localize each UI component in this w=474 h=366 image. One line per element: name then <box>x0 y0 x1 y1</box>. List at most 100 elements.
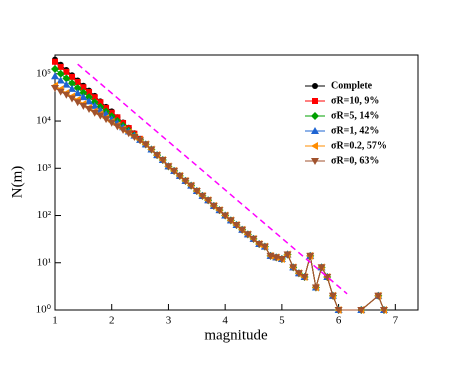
data-point <box>62 91 71 99</box>
data-point <box>68 79 77 88</box>
data-point <box>96 112 105 120</box>
data-point <box>63 68 70 75</box>
legend-marker <box>312 98 318 104</box>
data-point <box>374 292 383 300</box>
data-point <box>158 156 167 164</box>
data-point <box>238 226 247 234</box>
data-point <box>113 123 122 131</box>
data-point <box>357 307 366 314</box>
data-point <box>85 105 94 113</box>
data-point <box>86 89 93 96</box>
data-point <box>255 240 264 248</box>
data-point <box>328 292 337 300</box>
data-point <box>68 84 77 92</box>
y-tick-label: 10⁰ <box>36 304 52 316</box>
data-point <box>85 93 94 102</box>
data-point <box>74 79 81 86</box>
x-axis-label: magnitude <box>204 327 268 343</box>
data-point <box>107 119 116 127</box>
legend-text: σR=5, 14% <box>331 110 379 121</box>
data-point <box>164 163 173 171</box>
data-point <box>56 76 65 84</box>
data-point <box>181 177 190 185</box>
legend-marker <box>312 83 318 89</box>
data-point <box>209 202 218 210</box>
data-point <box>51 65 59 74</box>
data-point <box>73 89 82 97</box>
data-point <box>90 109 99 117</box>
data-point <box>147 146 156 154</box>
legend-marker <box>311 127 319 134</box>
data-point <box>317 264 326 272</box>
legend-marker <box>311 112 319 120</box>
data-point <box>215 207 224 215</box>
data-point <box>80 84 87 91</box>
legend-text: σR=0.2, 57% <box>331 140 387 151</box>
series-line <box>54 87 385 311</box>
data-point <box>300 273 309 281</box>
plot-frame <box>54 54 419 311</box>
data-point <box>226 217 235 225</box>
data-point <box>97 99 104 106</box>
data-point <box>277 256 286 264</box>
data-point <box>311 284 320 292</box>
data-point <box>52 58 58 65</box>
data-point <box>283 251 292 259</box>
data-point <box>221 212 230 220</box>
y-tick-label: 10³ <box>37 162 52 174</box>
data-point <box>90 101 99 109</box>
data-point <box>51 72 59 80</box>
legend-text: σR=10, 9% <box>331 95 379 106</box>
data-point <box>260 243 269 251</box>
data-point <box>136 137 145 145</box>
data-point <box>198 192 207 200</box>
x-tick-label: 1 <box>52 315 58 327</box>
data-point <box>153 152 162 160</box>
data-point <box>69 73 76 80</box>
data-point <box>85 97 94 105</box>
legend-text: σR=0, 63% <box>331 155 379 166</box>
data-point <box>51 85 59 93</box>
data-point <box>56 69 65 78</box>
y-tick-label: 10⁴ <box>36 115 51 127</box>
data-point <box>79 102 88 110</box>
x-tick-label: 4 <box>222 315 228 327</box>
data-point <box>187 182 196 190</box>
data-point <box>232 221 241 229</box>
data-point <box>289 264 298 272</box>
legend-marker <box>311 142 318 150</box>
data-point <box>91 94 98 101</box>
reference-line <box>77 63 348 295</box>
data-point <box>79 93 88 101</box>
data-point <box>204 197 213 205</box>
data-point <box>102 116 111 124</box>
data-point <box>379 307 388 314</box>
data-point <box>73 84 82 93</box>
x-tick-label: 2 <box>109 315 115 327</box>
data-point <box>141 141 150 149</box>
data-point <box>249 235 258 243</box>
data-point <box>119 126 128 134</box>
x-tick-label: 5 <box>279 315 285 327</box>
data-point <box>130 133 139 141</box>
data-point <box>56 88 65 96</box>
legend-marker <box>311 158 319 165</box>
y-tick-label: 10² <box>37 209 52 221</box>
x-tick-label: 7 <box>393 315 399 327</box>
legend-text: σR=1, 42% <box>331 125 379 136</box>
data-point <box>57 63 64 70</box>
data-point <box>73 99 82 107</box>
data-point <box>294 270 303 278</box>
x-tick-label: 6 <box>336 315 342 327</box>
legend-text: Complete <box>331 80 373 91</box>
data-point <box>306 252 315 260</box>
x-tick-label: 3 <box>166 315 172 327</box>
data-point <box>68 95 77 103</box>
data-point <box>243 231 252 239</box>
data-point <box>79 88 88 97</box>
data-point <box>334 307 343 314</box>
y-tick-label: 10¹ <box>37 256 51 268</box>
data-point <box>62 74 71 83</box>
data-point <box>175 172 184 180</box>
